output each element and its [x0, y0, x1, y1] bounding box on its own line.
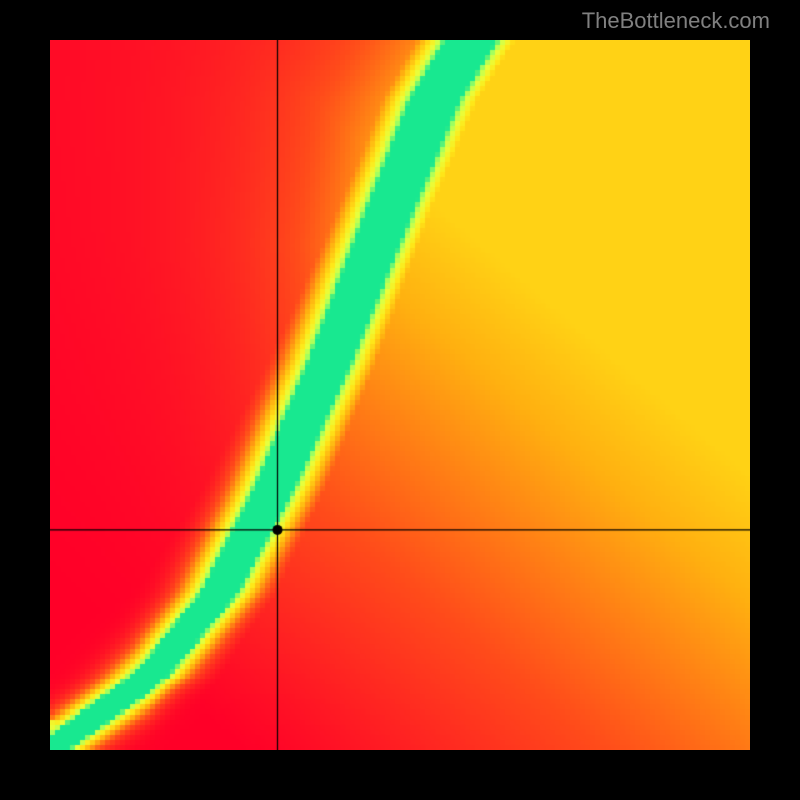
- plot-area: [50, 40, 750, 750]
- heatmap-canvas: [50, 40, 750, 750]
- watermark-text: TheBottleneck.com: [582, 8, 770, 34]
